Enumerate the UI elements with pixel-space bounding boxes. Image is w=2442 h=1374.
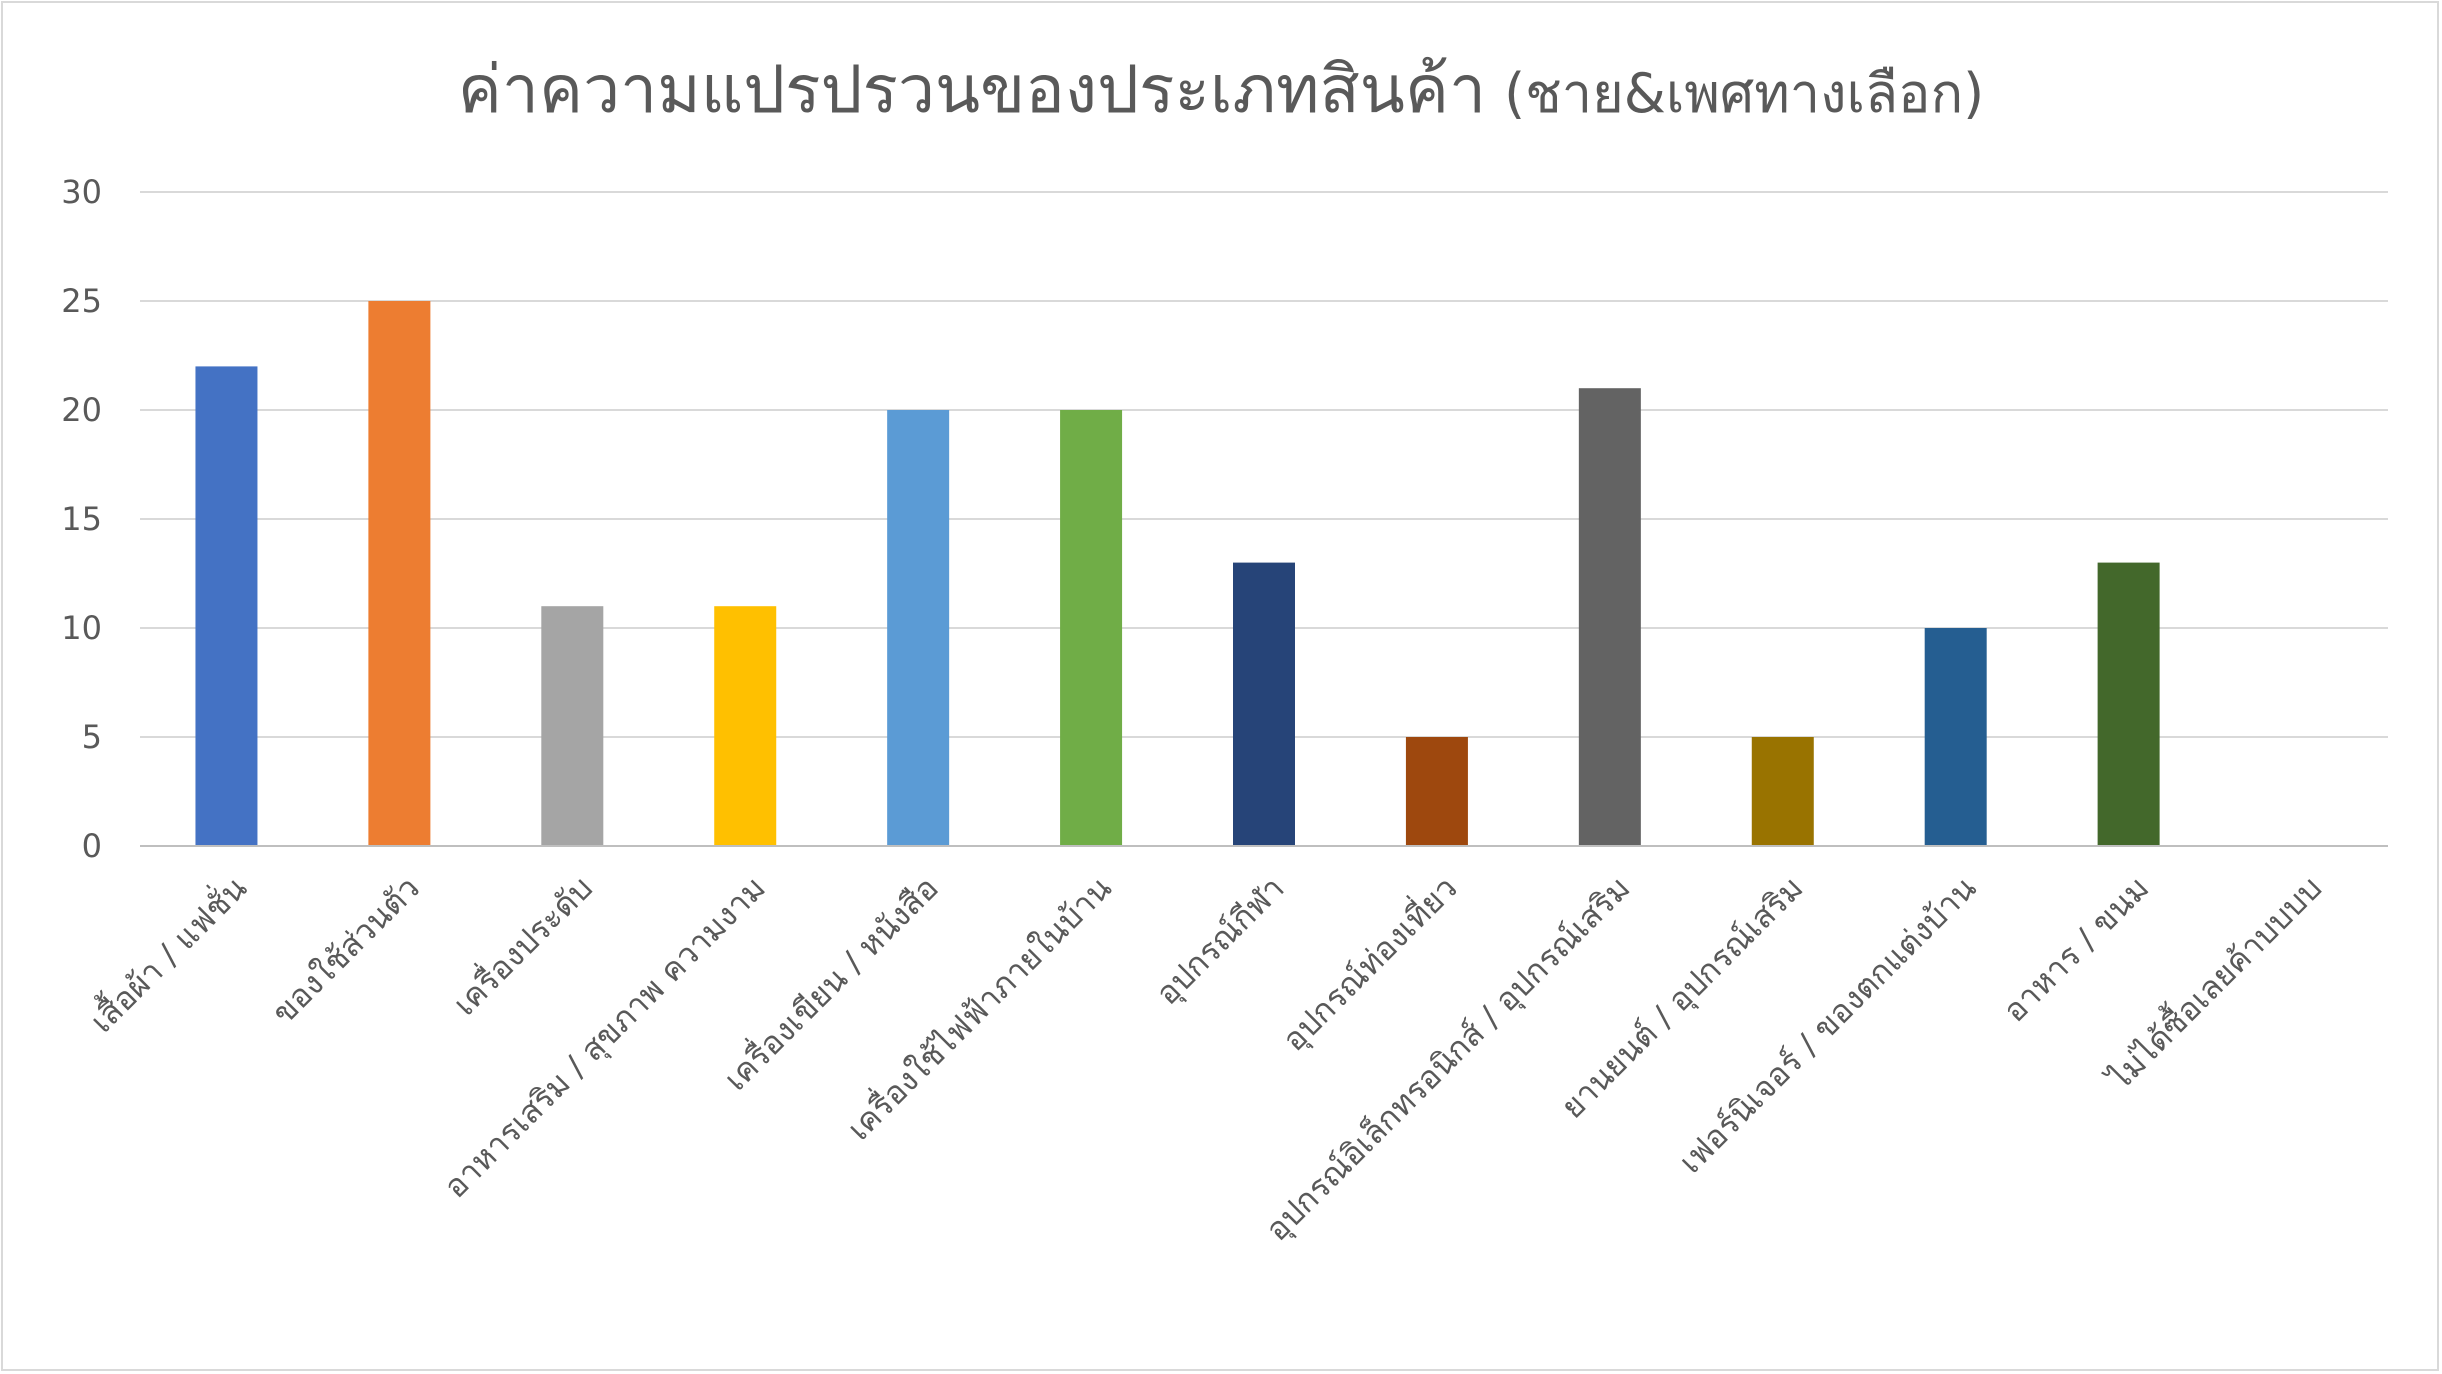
x-axis-labels: เสื้อผ้า / แฟชั่น ของใช้ส่วนตัว เครื่องประ…	[80, 866, 2329, 1249]
bar	[541, 606, 604, 846]
chart-title: ค่าความแปรปรวนของประเภทสินค้า (ชาย&เพศทาง…	[458, 51, 1985, 128]
x-tick-label: อุปกรณ์กีฬา	[1148, 869, 1292, 1013]
y-tick-label: 20	[61, 391, 102, 429]
y-tick-label: 10	[61, 609, 102, 647]
y-tick-label: 0	[82, 827, 102, 865]
bar	[1060, 410, 1123, 846]
bar	[1578, 388, 1641, 846]
gridlines	[140, 191, 2388, 738]
bar	[1233, 562, 1295, 846]
x-tick-label: อาหาร / ขนม	[1995, 869, 2156, 1030]
chart-subtitle: (ชาย&เพศทางเลือก)	[1504, 62, 1984, 125]
x-tick-label: เฟอร์นิเจอร์ / ของตกแต่งบ้าน	[1671, 869, 1983, 1181]
x-tick-label: อาหารเสริม / สุขภาพ ความงาม	[436, 869, 773, 1206]
y-tick-label: 15	[61, 500, 102, 538]
x-tick-label: เสื้อผ้า / แฟชั่น	[80, 866, 254, 1040]
x-tick-label: ของใช้ส่วนตัว	[264, 869, 427, 1032]
y-tick-label: 30	[61, 173, 102, 211]
x-tick-label: อุปกรณ์อิเล็กทรอนิกส์ / อุปกรณ์เสริม	[1258, 869, 1638, 1249]
y-tick-label: 5	[82, 718, 102, 756]
bar	[2097, 562, 2160, 846]
x-tick-label: อุปกรณ์ท่องเที่ยว	[1273, 867, 1466, 1060]
bar	[368, 301, 431, 846]
chart-title-main: ค่าความแปรปรวนของประเภทสินค้า	[458, 51, 1486, 128]
bar	[714, 606, 777, 846]
bar	[195, 366, 258, 846]
bars	[195, 301, 2160, 846]
bar	[887, 410, 950, 846]
y-axis-ticks: 0 5 10 15 20 25 30	[61, 173, 102, 865]
bar	[1751, 737, 1814, 846]
bar	[1924, 628, 1987, 846]
bar	[1405, 737, 1468, 846]
y-tick-label: 25	[61, 282, 102, 320]
x-tick-label: เครื่องประดับ	[444, 867, 600, 1023]
